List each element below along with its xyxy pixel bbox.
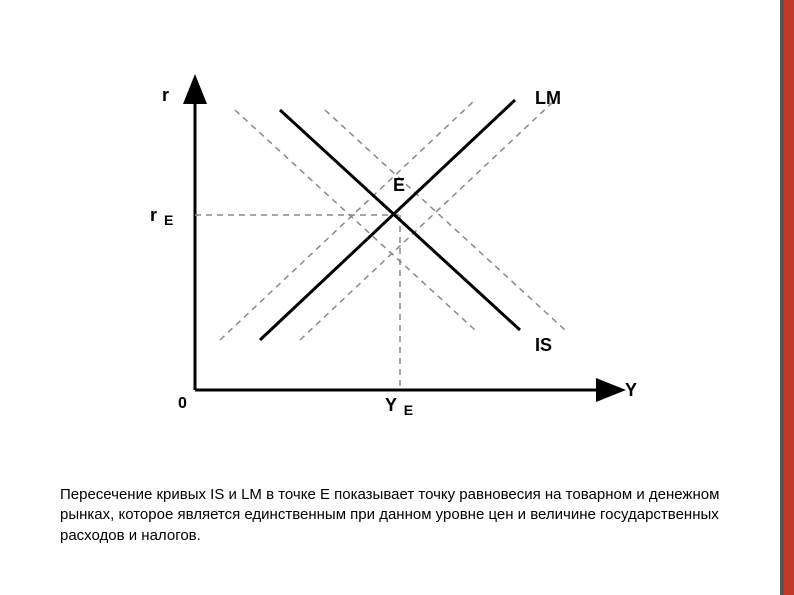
- y-axis-label: r: [162, 85, 169, 106]
- re-sub: E: [164, 212, 173, 228]
- x-axis-label: Y: [625, 380, 637, 401]
- origin-label: 0: [178, 395, 187, 413]
- ye-label: Y E: [385, 395, 411, 416]
- caption-text: Пересечение кривых IS и LM в точке Е пок…: [60, 485, 740, 546]
- lm-label: LM: [535, 88, 561, 109]
- lm-shift-right: [300, 100, 555, 340]
- is-shift-right: [325, 110, 565, 330]
- slide-accent-red: [784, 0, 794, 595]
- lm-curve: [260, 100, 515, 340]
- ye-sub: E: [404, 402, 413, 418]
- re-label: r E: [150, 205, 171, 226]
- equilibrium-point-label: E: [393, 175, 405, 196]
- islm-diagram: r Y 0 LM IS E r E Y E: [150, 70, 650, 430]
- is-label: IS: [535, 335, 552, 356]
- lm-shift-left: [220, 100, 475, 340]
- diagram-svg: [150, 70, 650, 430]
- ye-main: Y: [385, 395, 397, 415]
- is-shift-left: [235, 110, 475, 330]
- re-main: r: [150, 205, 157, 225]
